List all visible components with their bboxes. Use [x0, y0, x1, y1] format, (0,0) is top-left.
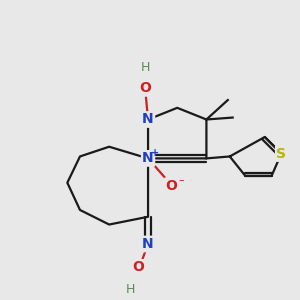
- Text: O: O: [139, 81, 151, 95]
- Text: N: N: [142, 152, 154, 165]
- Text: O: O: [132, 260, 144, 274]
- Text: O: O: [166, 178, 177, 193]
- Text: N: N: [142, 112, 154, 127]
- Text: –: –: [178, 175, 184, 185]
- Text: H: H: [126, 283, 135, 296]
- Text: S: S: [276, 146, 286, 161]
- Text: H: H: [140, 61, 150, 74]
- Text: +: +: [151, 148, 159, 158]
- Text: N: N: [142, 237, 154, 251]
